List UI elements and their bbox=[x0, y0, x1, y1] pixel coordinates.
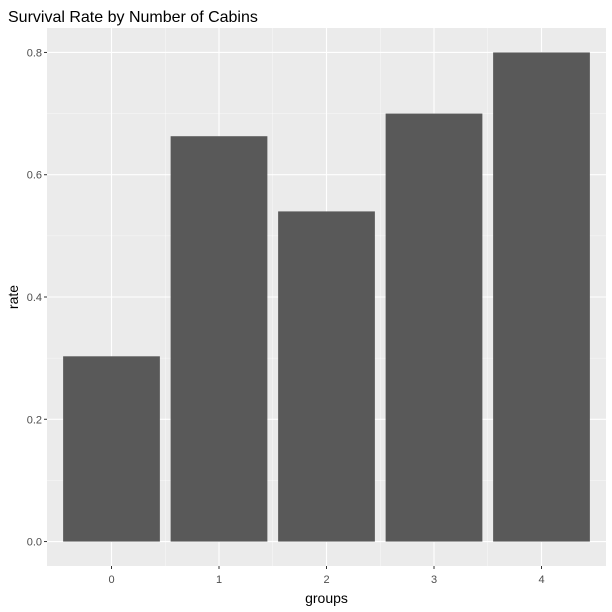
x-tick-label: 4 bbox=[538, 574, 544, 586]
bar-4 bbox=[493, 52, 590, 542]
bar-2 bbox=[278, 211, 375, 542]
x-tick-label: 2 bbox=[323, 574, 329, 586]
bar-1 bbox=[170, 136, 268, 542]
x-axis-title: groups bbox=[305, 590, 348, 606]
bars bbox=[63, 52, 590, 542]
bar-0 bbox=[63, 356, 160, 542]
y-tick-label: 0.4 bbox=[27, 292, 42, 304]
chart-title: Survival Rate by Number of Cabins bbox=[8, 9, 258, 26]
y-axis-title: rate bbox=[5, 285, 21, 309]
bar-3 bbox=[385, 113, 483, 542]
x-tick-label: 0 bbox=[108, 574, 114, 586]
x-tick-label: 1 bbox=[216, 574, 222, 586]
x-tick-label: 3 bbox=[431, 574, 437, 586]
y-tick-label: 0.8 bbox=[27, 47, 42, 59]
y-tick-label: 0.0 bbox=[27, 537, 42, 549]
y-tick-label: 0.6 bbox=[27, 170, 42, 182]
x-axis: 0 1 2 3 4 bbox=[108, 566, 545, 586]
y-tick-label: 0.2 bbox=[27, 414, 42, 426]
y-axis: 0.0 0.2 0.4 0.6 0.8 bbox=[27, 47, 47, 549]
